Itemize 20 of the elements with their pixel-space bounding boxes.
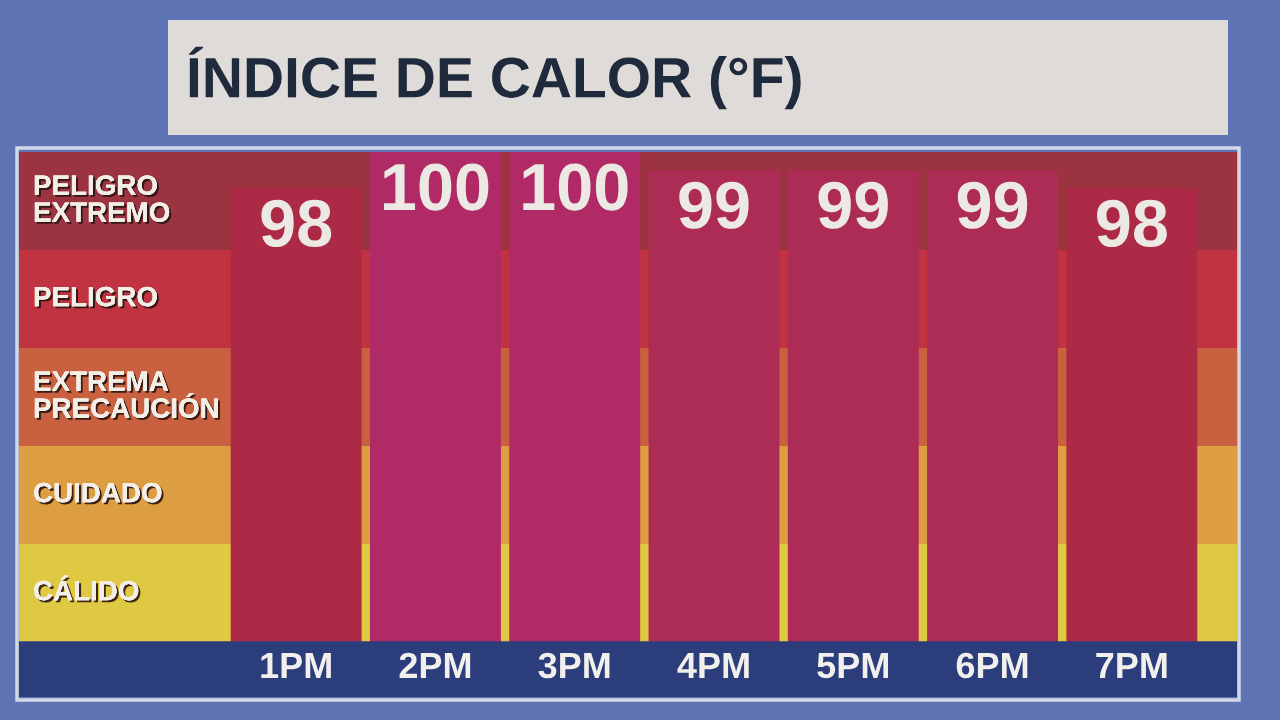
data-label: 99 (957, 181, 1028, 229)
x-tick-label: 3PM (538, 652, 610, 679)
x-tick-label: 5PM (817, 653, 888, 679)
data-label: 98 (261, 199, 332, 247)
chart-title: ÍNDICE DE CALOR (°F) (188, 46, 801, 110)
data-label: 99 (679, 181, 749, 229)
data-label: 100 (384, 163, 489, 211)
x-tick-label: 4PM (677, 653, 749, 678)
x-tick-label: 7PM (1096, 653, 1167, 678)
x-tick-label: 6PM (956, 652, 1028, 679)
band-label: CÁLIDO (34, 575, 141, 603)
band-label: EXTREMA PRECAUCIÓN (34, 371, 220, 420)
data-label: 99 (818, 181, 888, 229)
x-tick-label: 2PM (399, 652, 471, 678)
band-label: PELIGRO (34, 286, 159, 309)
x-tick-label: 1PM (261, 653, 331, 678)
data-label: 100 (523, 163, 628, 211)
band-label: CUIDADO (34, 482, 164, 505)
band-label: PELIGRO EXTREMO (34, 175, 172, 224)
data-label: 98 (1097, 199, 1167, 247)
